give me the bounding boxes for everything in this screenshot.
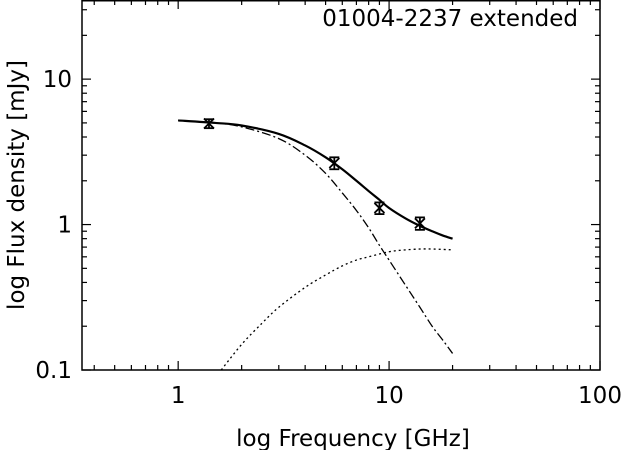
data-point (373, 201, 386, 216)
data-point (203, 117, 215, 130)
y-axis-label: log Flux density [mJy] (4, 60, 30, 310)
chart-title: 01004-2237 extended (322, 6, 578, 32)
y-tick-label: 1 (57, 213, 72, 239)
axis-ticks (82, 0, 601, 371)
total-model-curve (178, 119, 453, 240)
model-curves (178, 119, 454, 370)
y-tick-label: 10 (43, 67, 72, 93)
data-point (414, 216, 426, 231)
point-marker-b (373, 202, 386, 214)
x-tick-label: 100 (578, 383, 622, 409)
point-marker-b (328, 157, 340, 169)
flat-component-curve (220, 248, 453, 370)
point-marker-b (414, 217, 426, 229)
x-tick-label: 10 (374, 383, 403, 409)
x-tick-label: 1 (171, 383, 186, 409)
plot-border (81, 0, 601, 371)
data-point (328, 156, 340, 171)
data-points (203, 117, 426, 231)
tick-labels: 1 10 100 0.1 1 10 (35, 67, 622, 409)
plot-frame (81, 0, 601, 371)
point-marker-b (203, 117, 215, 130)
y-tick-label: 0.1 (35, 358, 72, 384)
x-axis-label: log Frequency [GHz] (236, 426, 470, 450)
